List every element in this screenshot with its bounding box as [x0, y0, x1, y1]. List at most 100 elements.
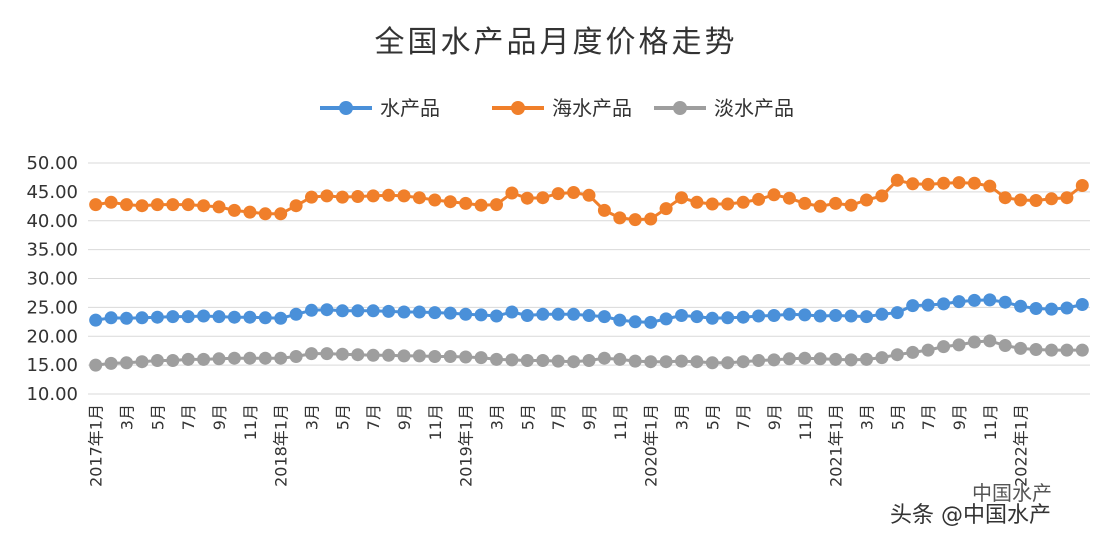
watermark-faint-text: 中国水产	[972, 481, 1052, 505]
data-point	[166, 198, 180, 212]
data-point	[1045, 302, 1058, 316]
y-axis-ticks: 10.00 15.00 20.00 25.00 30.00 35.00 40.00 45.00…	[26, 153, 78, 405]
data-point	[798, 351, 812, 365]
x-tick-label: 3月	[303, 404, 322, 430]
x-tick-label: 11月	[796, 404, 815, 440]
data-point	[813, 309, 827, 323]
data-point	[782, 307, 796, 321]
data-point	[613, 352, 627, 366]
data-point	[366, 348, 380, 362]
x-tick-label: 2018年1月	[272, 404, 291, 487]
data-point	[860, 352, 873, 366]
data-point	[767, 309, 781, 322]
data-point	[166, 310, 180, 324]
data-point	[921, 343, 935, 357]
x-tick-label: 3月	[118, 404, 137, 430]
data-point	[305, 347, 318, 361]
data-point	[860, 193, 873, 207]
data-point	[675, 354, 688, 368]
x-tick-label: 7月	[179, 404, 198, 430]
data-point	[474, 351, 488, 365]
data-point	[351, 190, 365, 203]
data-point	[274, 351, 288, 365]
x-tick-label: 2019年1月	[457, 404, 476, 487]
data-point	[428, 306, 442, 320]
data-point	[875, 307, 889, 321]
data-point	[243, 310, 257, 324]
data-point	[906, 177, 920, 191]
data-point	[659, 312, 673, 326]
data-point	[351, 348, 365, 362]
data-point	[120, 198, 133, 212]
data-point	[551, 307, 565, 321]
data-point	[844, 198, 858, 212]
data-point	[705, 356, 719, 370]
legend-item: 海水产品	[492, 96, 632, 120]
data-point	[351, 304, 365, 318]
data-point	[366, 304, 380, 318]
data-point	[382, 348, 396, 362]
data-point	[459, 350, 473, 364]
data-point	[443, 350, 457, 363]
data-point	[844, 353, 858, 367]
x-tick-label: 7月	[734, 404, 753, 430]
data-point	[289, 199, 303, 213]
y-tick-label: 45.00	[26, 182, 78, 203]
data-point	[305, 303, 318, 317]
chart-title: 全国水产品月度价格走势	[375, 25, 738, 60]
data-point	[998, 295, 1012, 309]
data-point	[520, 191, 534, 205]
data-point	[983, 179, 997, 193]
data-point	[490, 198, 503, 212]
data-point	[937, 340, 951, 354]
data-point	[952, 176, 966, 190]
data-point	[628, 354, 642, 368]
data-point	[798, 196, 812, 210]
data-point	[983, 293, 997, 307]
x-tick-label: 5月	[703, 404, 722, 430]
data-point	[428, 350, 442, 363]
data-point	[1014, 341, 1028, 355]
data-point	[181, 352, 195, 366]
data-point	[443, 306, 457, 320]
data-point	[782, 191, 796, 205]
data-point	[690, 355, 704, 369]
data-point	[752, 354, 766, 367]
data-point	[397, 349, 411, 363]
data-point	[536, 191, 550, 205]
data-point	[1029, 194, 1043, 207]
data-point	[243, 351, 257, 365]
data-point	[536, 307, 550, 321]
data-point	[736, 355, 750, 369]
data-point	[767, 188, 781, 202]
x-tick-label: 3月	[857, 404, 876, 430]
data-point	[490, 352, 503, 366]
data-point	[1075, 179, 1089, 192]
data-point	[998, 339, 1012, 352]
data-point	[705, 311, 719, 325]
data-point	[520, 309, 534, 322]
data-point	[150, 354, 164, 367]
x-tick-label: 9月	[395, 404, 414, 430]
x-tick-label: 11月	[981, 404, 1000, 440]
x-tick-label: 5月	[333, 404, 352, 430]
data-point	[258, 207, 272, 221]
data-point	[1060, 343, 1074, 357]
data-point	[197, 352, 211, 366]
data-point	[412, 191, 426, 205]
data-point	[1060, 191, 1074, 205]
legend-label: 水产品	[380, 96, 440, 120]
data-point	[628, 315, 642, 329]
data-point	[181, 198, 195, 212]
y-tick-label: 50.00	[26, 153, 78, 174]
data-point	[644, 315, 658, 329]
data-point	[582, 188, 596, 202]
data-point	[613, 313, 627, 327]
data-point	[197, 309, 211, 323]
x-tick-label: 9月	[765, 404, 784, 430]
x-tick-label: 9月	[950, 404, 969, 430]
data-point	[721, 356, 735, 370]
data-point	[597, 310, 611, 324]
data-point	[952, 338, 966, 352]
data-point	[890, 173, 904, 187]
